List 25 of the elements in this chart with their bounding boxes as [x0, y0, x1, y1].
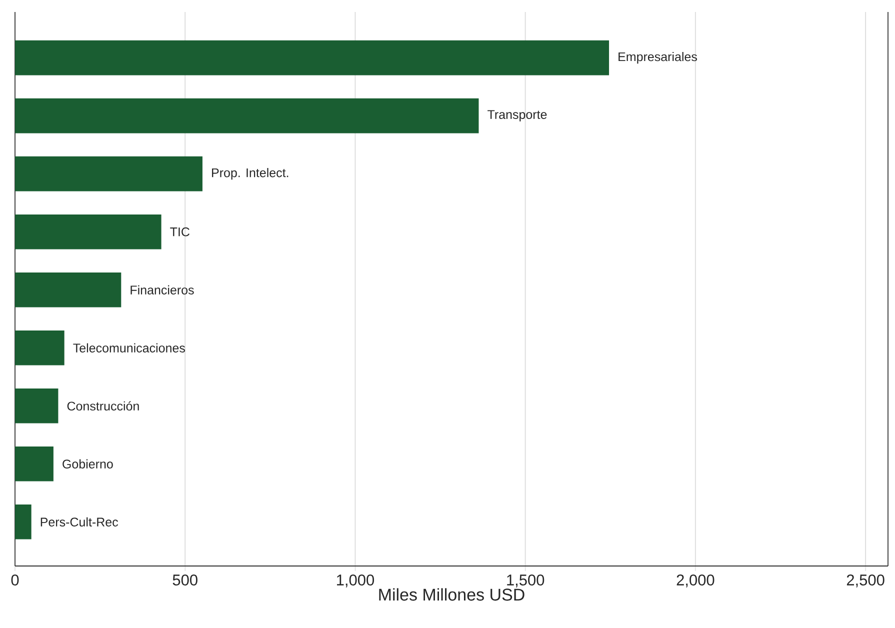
y-tick-label: Empresariales	[618, 52, 697, 64]
x-tick-label: 0	[11, 574, 19, 586]
y-tick-label: TIC	[170, 227, 190, 236]
x-axis-title: Miles Millones USD	[379, 588, 524, 601]
bar	[15, 156, 202, 192]
bar	[15, 214, 162, 250]
y-tick-label: Telecomunicaciones	[73, 343, 185, 352]
y-tick-label: Construcción	[67, 401, 139, 411]
x-tick-label: 1,500	[507, 574, 544, 588]
x-tick-label: 2,000	[676, 574, 714, 588]
y-tick-label: Prop. Intelect.	[212, 168, 288, 180]
x-tick-label: 2,500	[846, 574, 884, 588]
bar	[15, 504, 32, 540]
y-tick-label: Pers-Cult-Rec	[40, 517, 118, 526]
y-tick-label: Transporte	[488, 110, 547, 122]
bar	[15, 388, 58, 424]
bar	[15, 446, 54, 482]
x-tick-label: 500	[172, 574, 198, 586]
y-tick-label: Financieros	[130, 285, 194, 294]
bar	[15, 272, 122, 308]
bar	[15, 330, 64, 366]
bar	[15, 98, 479, 134]
x-tick-label: 1,000	[337, 574, 374, 588]
y-tick-label: Gobierno	[62, 459, 113, 468]
bar	[15, 40, 610, 76]
